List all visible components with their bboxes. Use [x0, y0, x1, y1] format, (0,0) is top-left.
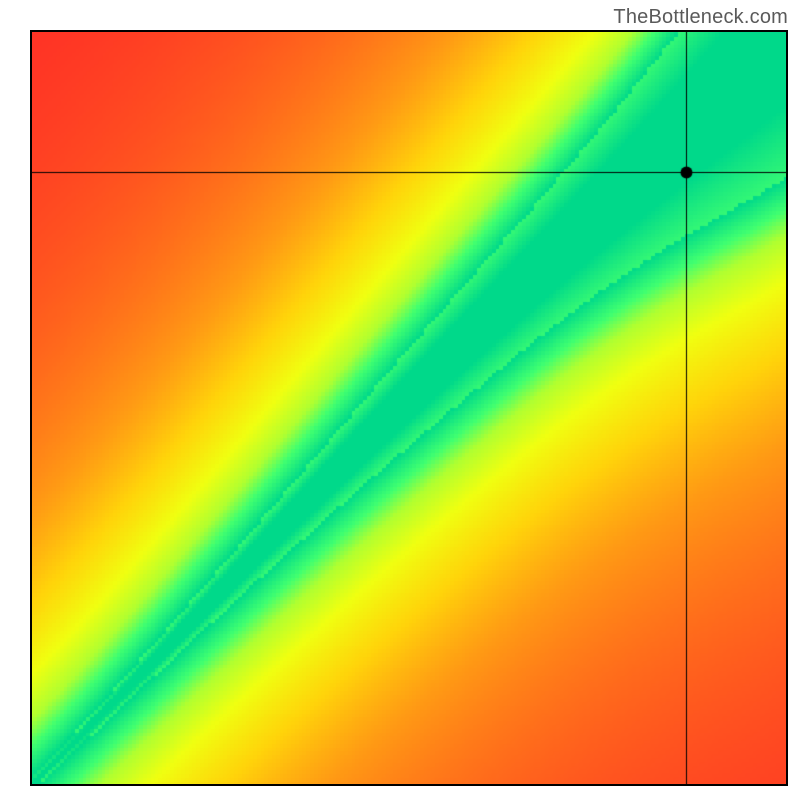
- chart-container: TheBottleneck.com: [0, 0, 800, 800]
- watermark-text: TheBottleneck.com: [613, 6, 788, 29]
- plot-border: [30, 30, 788, 786]
